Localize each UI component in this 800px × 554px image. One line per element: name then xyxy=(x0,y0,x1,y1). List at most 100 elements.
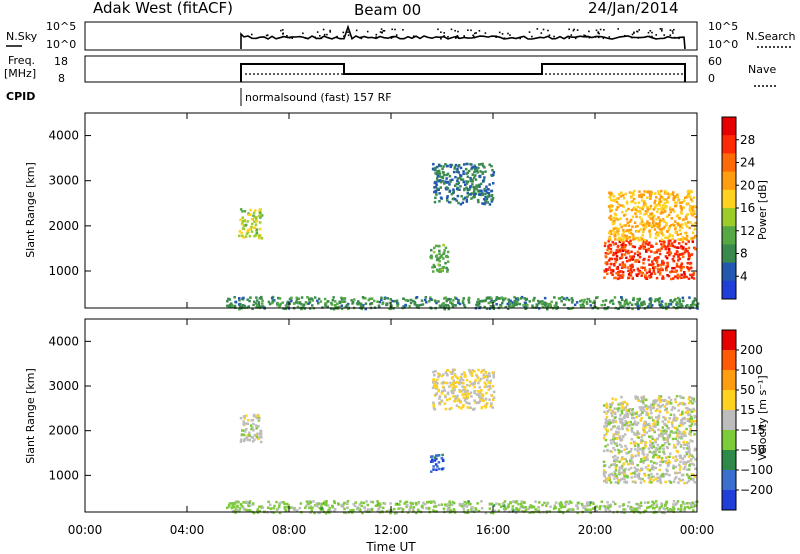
echo-cell xyxy=(490,200,494,203)
echo-cell xyxy=(606,262,609,266)
echo-cell xyxy=(639,271,643,274)
echo-cell xyxy=(257,236,261,240)
echo-cell xyxy=(688,267,691,270)
nsearch-point xyxy=(503,37,506,39)
echo-cell xyxy=(621,276,624,279)
echo-cell xyxy=(361,296,365,299)
echo-cell xyxy=(587,502,590,505)
echo-cell xyxy=(242,501,245,504)
nsearch-point xyxy=(470,29,472,32)
echo-cell xyxy=(455,375,458,379)
echo-cell xyxy=(625,411,628,414)
echo-cell xyxy=(613,212,617,215)
echo-cell xyxy=(290,296,293,300)
echo-cell xyxy=(670,277,673,281)
echo-cell xyxy=(686,194,690,197)
echo-cell xyxy=(643,472,646,476)
y-tick-label: 3000 xyxy=(48,379,79,393)
echo-cell xyxy=(662,438,666,442)
echo-cell xyxy=(625,239,628,242)
echo-cell xyxy=(255,229,258,233)
echo-cell xyxy=(618,257,622,260)
echo-cell xyxy=(239,208,243,211)
echo-cell xyxy=(434,300,437,303)
echo-cell xyxy=(503,507,506,511)
echo-cell xyxy=(249,509,252,512)
echo-cell xyxy=(609,198,613,202)
echo-cell xyxy=(646,506,649,509)
echo-cell xyxy=(254,302,258,305)
echo-cell xyxy=(435,172,438,176)
echo-cell xyxy=(630,427,634,430)
echo-cell xyxy=(694,247,697,251)
echo-cell xyxy=(647,248,651,252)
echo-cell xyxy=(611,409,614,413)
echo-cell xyxy=(474,401,477,404)
nsearch-point xyxy=(649,35,651,38)
echo-cell xyxy=(432,468,435,471)
echo-cell xyxy=(471,173,474,176)
date-title: 24/Jan/2014 xyxy=(588,0,679,17)
echo-cell xyxy=(540,301,544,305)
echo-cell xyxy=(482,373,485,377)
echo-cell xyxy=(468,502,471,505)
echo-cell xyxy=(622,224,625,227)
echo-cell xyxy=(608,478,611,482)
echo-cell xyxy=(658,455,661,458)
echo-cell xyxy=(634,396,637,399)
colorbar-tick-label: −15 xyxy=(740,423,765,437)
echo-cell xyxy=(622,471,625,474)
echo-cell xyxy=(479,377,483,381)
echo-cell xyxy=(636,303,639,306)
echo-cell xyxy=(467,297,471,300)
echo-cell xyxy=(464,167,468,171)
echo-cell xyxy=(460,407,463,410)
echo-cell xyxy=(380,296,383,299)
echo-cell xyxy=(611,401,614,405)
echo-cell xyxy=(435,165,439,169)
echo-cell xyxy=(589,511,592,514)
echo-cell xyxy=(451,302,454,305)
echo-cell xyxy=(284,509,287,512)
echo-cell xyxy=(613,232,617,235)
y-tick-label: 4000 xyxy=(48,334,79,348)
echo-cell xyxy=(441,389,444,393)
echo-cell xyxy=(648,255,651,258)
echo-cell xyxy=(466,171,469,174)
echo-cell xyxy=(685,443,688,446)
echo-cell xyxy=(466,162,469,166)
echo-cell xyxy=(594,306,598,309)
echo-cell xyxy=(614,437,617,440)
echo-cell xyxy=(369,302,372,306)
echo-cell xyxy=(662,437,665,440)
echo-cell xyxy=(458,188,461,191)
echo-cell xyxy=(463,500,466,504)
echo-cell xyxy=(627,224,631,227)
echo-cell xyxy=(650,305,653,309)
echo-cell xyxy=(632,193,635,197)
echo-cell xyxy=(671,300,674,304)
echo-cell xyxy=(611,222,615,226)
echo-cell xyxy=(676,276,680,280)
echo-cell xyxy=(662,208,665,211)
echo-cell xyxy=(242,224,246,227)
echo-cell xyxy=(677,296,680,300)
echo-cell xyxy=(604,479,608,482)
echo-cell xyxy=(240,231,243,235)
echo-cell xyxy=(465,501,469,505)
echo-cell xyxy=(498,503,501,506)
nsearch-point xyxy=(484,32,487,34)
echo-cell xyxy=(641,242,645,245)
echo-cell xyxy=(606,272,609,275)
echo-cell xyxy=(674,231,677,234)
echo-cell xyxy=(665,469,669,473)
echo-cell xyxy=(631,238,635,241)
nsearch-point xyxy=(457,36,459,38)
echo-cell xyxy=(649,195,652,199)
echo-cell xyxy=(666,263,670,266)
echo-cell xyxy=(247,504,250,508)
echo-cell xyxy=(452,191,455,195)
echo-cell xyxy=(655,505,658,508)
echo-cell xyxy=(308,301,312,304)
echo-cell xyxy=(449,300,452,304)
